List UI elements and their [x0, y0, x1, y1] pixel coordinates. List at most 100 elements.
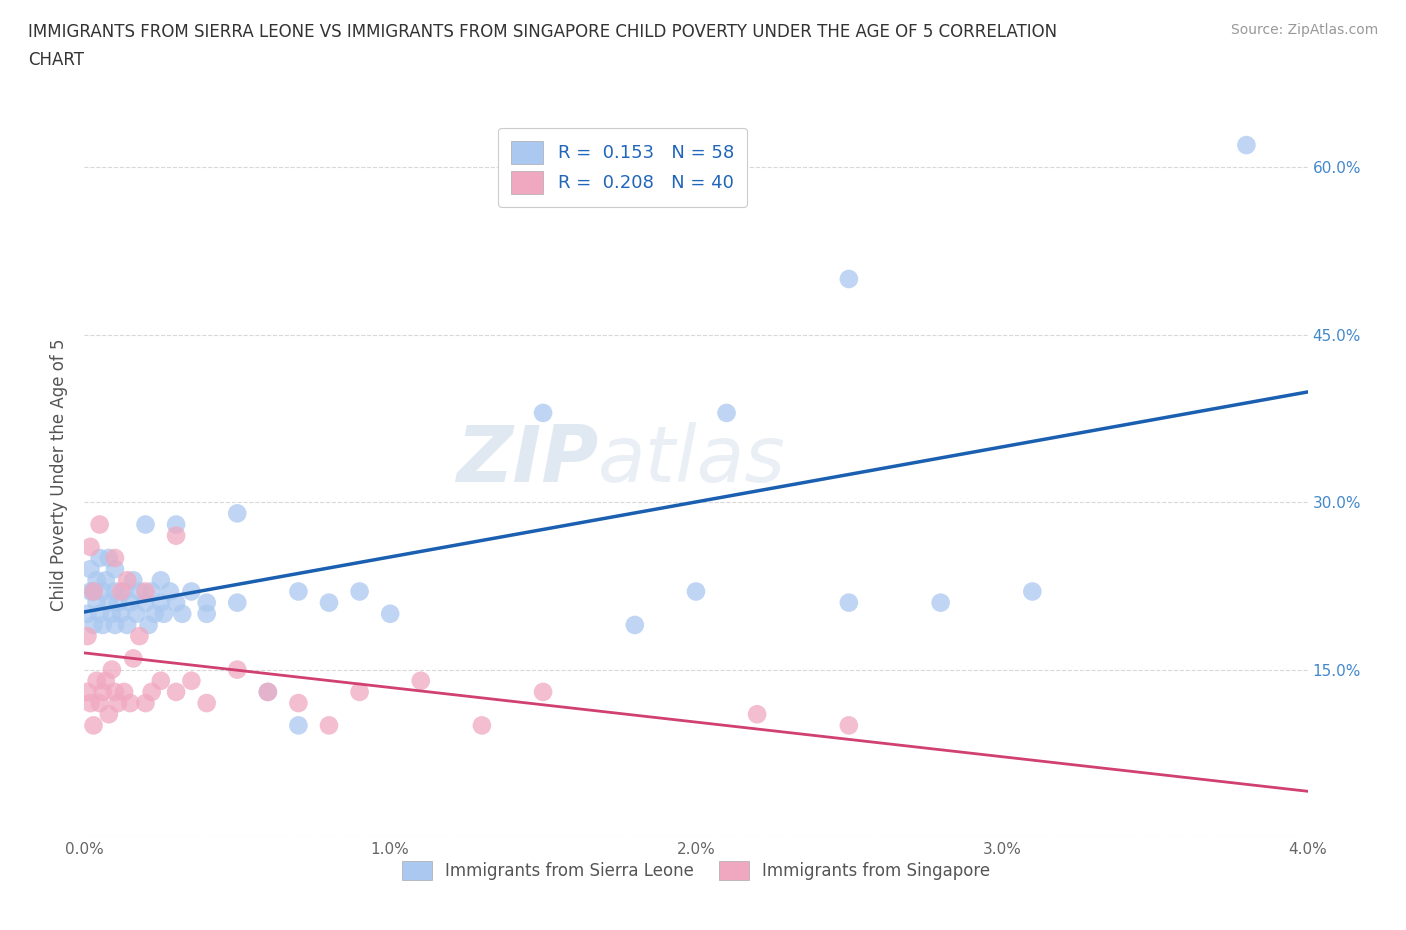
Point: [531, 684, 554, 699]
Point: [141, 684, 163, 699]
Point: [104, 618, 127, 632]
Point: [257, 684, 280, 699]
Point: [747, 707, 769, 722]
Point: [287, 696, 309, 711]
Point: [929, 595, 952, 610]
Point: [89, 606, 111, 621]
Point: [128, 629, 150, 644]
Point: [97, 595, 120, 610]
Point: [86, 673, 108, 688]
Point: [112, 684, 135, 699]
Point: [115, 573, 138, 588]
Point: [380, 606, 402, 621]
Point: [138, 618, 160, 632]
Point: [624, 618, 647, 632]
Point: [76, 606, 98, 621]
Text: Source: ZipAtlas.com: Source: ZipAtlas.com: [1230, 23, 1378, 37]
Point: [149, 595, 172, 610]
Point: [89, 551, 111, 565]
Point: [180, 584, 202, 599]
Point: [107, 696, 129, 711]
Point: [349, 684, 371, 699]
Y-axis label: Child Poverty Under the Age of 5: Child Poverty Under the Age of 5: [51, 338, 69, 611]
Point: [135, 584, 157, 599]
Point: [79, 584, 101, 599]
Point: [97, 707, 120, 722]
Point: [76, 629, 98, 644]
Legend: Immigrants from Sierra Leone, Immigrants from Singapore: Immigrants from Sierra Leone, Immigrants…: [395, 854, 997, 886]
Point: [104, 584, 127, 599]
Point: [110, 584, 132, 599]
Point: [143, 606, 166, 621]
Point: [471, 718, 494, 733]
Point: [120, 696, 142, 711]
Point: [91, 584, 114, 599]
Point: [409, 673, 432, 688]
Point: [79, 696, 101, 711]
Point: [838, 272, 860, 286]
Point: [104, 684, 127, 699]
Text: CHART: CHART: [28, 51, 84, 69]
Point: [86, 595, 108, 610]
Point: [226, 662, 249, 677]
Point: [101, 606, 124, 621]
Point: [287, 718, 309, 733]
Point: [195, 595, 218, 610]
Point: [122, 651, 145, 666]
Point: [122, 573, 145, 588]
Point: [287, 584, 309, 599]
Point: [91, 618, 114, 632]
Point: [685, 584, 707, 599]
Point: [226, 595, 249, 610]
Point: [110, 606, 132, 621]
Point: [165, 517, 187, 532]
Point: [135, 517, 157, 532]
Point: [1021, 584, 1043, 599]
Point: [79, 562, 101, 577]
Point: [349, 584, 371, 599]
Point: [172, 606, 194, 621]
Point: [318, 718, 340, 733]
Point: [125, 606, 148, 621]
Text: ZIP: ZIP: [456, 422, 598, 498]
Point: [159, 584, 181, 599]
Point: [135, 595, 157, 610]
Point: [89, 517, 111, 532]
Point: [83, 584, 105, 599]
Point: [149, 573, 172, 588]
Point: [86, 573, 108, 588]
Point: [112, 584, 135, 599]
Point: [838, 595, 860, 610]
Point: [94, 673, 117, 688]
Point: [91, 684, 114, 699]
Point: [180, 673, 202, 688]
Point: [838, 718, 860, 733]
Point: [107, 595, 129, 610]
Point: [141, 584, 163, 599]
Point: [104, 562, 127, 577]
Point: [149, 673, 172, 688]
Point: [83, 584, 105, 599]
Point: [76, 684, 98, 699]
Point: [94, 573, 117, 588]
Point: [195, 696, 218, 711]
Point: [531, 405, 554, 420]
Point: [79, 539, 101, 554]
Text: atlas: atlas: [598, 422, 786, 498]
Point: [257, 684, 280, 699]
Point: [226, 506, 249, 521]
Point: [83, 618, 105, 632]
Point: [120, 595, 142, 610]
Point: [115, 618, 138, 632]
Point: [195, 606, 218, 621]
Point: [101, 662, 124, 677]
Point: [165, 528, 187, 543]
Point: [318, 595, 340, 610]
Point: [135, 696, 157, 711]
Point: [716, 405, 738, 420]
Point: [1236, 138, 1258, 153]
Point: [153, 606, 176, 621]
Point: [165, 684, 187, 699]
Point: [97, 551, 120, 565]
Point: [104, 551, 127, 565]
